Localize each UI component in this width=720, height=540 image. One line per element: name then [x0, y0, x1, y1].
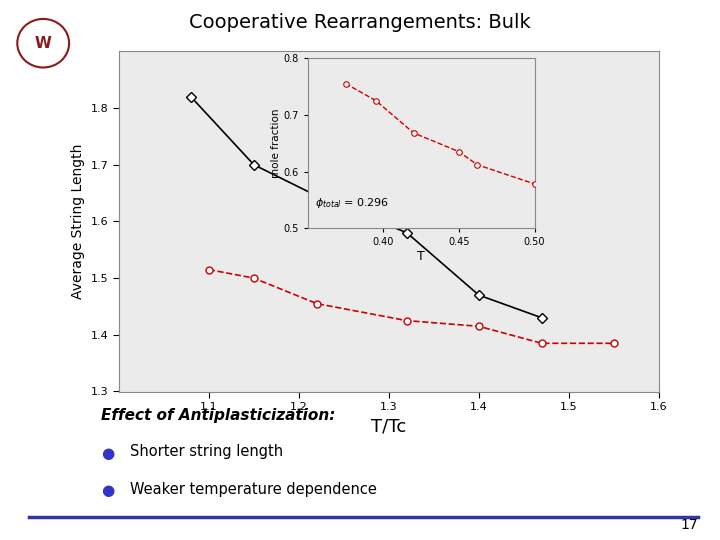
Text: Shorter string length: Shorter string length — [130, 444, 283, 459]
Text: W: W — [35, 36, 52, 51]
X-axis label: T/Tc: T/Tc — [372, 417, 406, 435]
Text: ●: ● — [101, 446, 114, 461]
X-axis label: T: T — [418, 250, 425, 263]
Y-axis label: Average String Length: Average String Length — [71, 144, 85, 299]
Text: Cooperative Rearrangements: Bulk: Cooperative Rearrangements: Bulk — [189, 14, 531, 32]
Text: ●: ● — [101, 483, 114, 498]
Text: $\phi_{total}$ = 0.296: $\phi_{total}$ = 0.296 — [315, 195, 390, 210]
Text: 17: 17 — [681, 518, 698, 532]
Y-axis label: mole fraction: mole fraction — [271, 109, 281, 178]
Text: Weaker temperature dependence: Weaker temperature dependence — [130, 482, 377, 497]
Text: Effect of Antiplasticization:: Effect of Antiplasticization: — [101, 408, 336, 423]
